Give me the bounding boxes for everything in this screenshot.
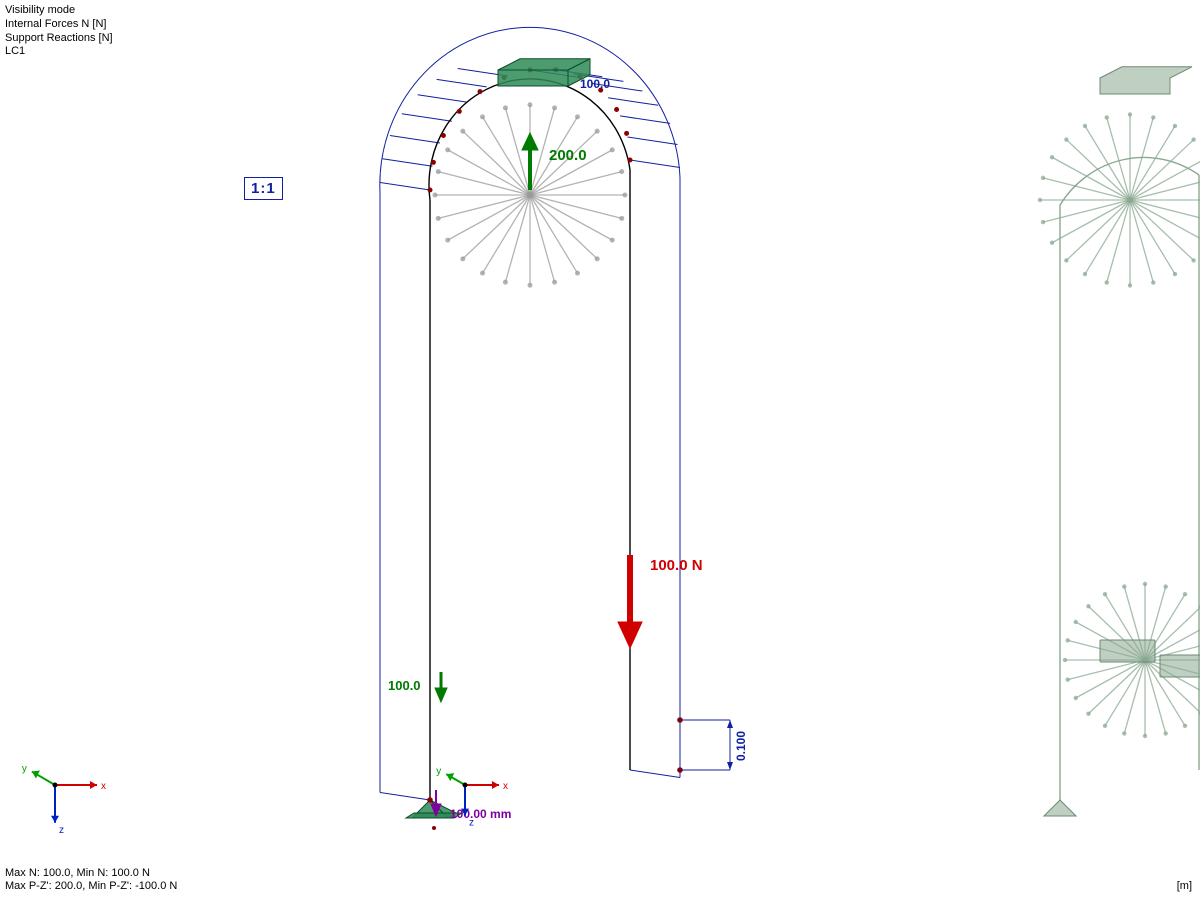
viewport-canvas[interactable]: 100.0 200.0 100.0 100.0 N 100.00 mm 0.10…: [0, 0, 1200, 900]
svg-text:y: y: [436, 766, 441, 777]
reaction-left-arrow: [435, 672, 447, 702]
svg-text:x: x: [503, 781, 508, 792]
reaction-top-label: 200.0: [549, 147, 587, 164]
ghost-structure: [1038, 67, 1200, 816]
reaction-left-label: 100.0: [388, 678, 421, 693]
svg-text:z: z: [59, 825, 64, 836]
arc-n-label: 100.0: [580, 77, 610, 91]
svg-text:y: y: [22, 764, 27, 775]
starburst-icon: [433, 102, 628, 288]
deflection-label: 100.00 mm: [450, 807, 511, 821]
svg-text:x: x: [101, 781, 106, 792]
global-axis-triad: x y z: [22, 764, 106, 836]
svg-text:z: z: [469, 818, 474, 829]
dim-right-label: 0.100: [734, 731, 748, 761]
dimension-right: [680, 720, 733, 770]
reaction-top-arrow: [522, 133, 538, 190]
load-label: 100.0 N: [650, 557, 703, 574]
load-arrow: [618, 555, 642, 648]
